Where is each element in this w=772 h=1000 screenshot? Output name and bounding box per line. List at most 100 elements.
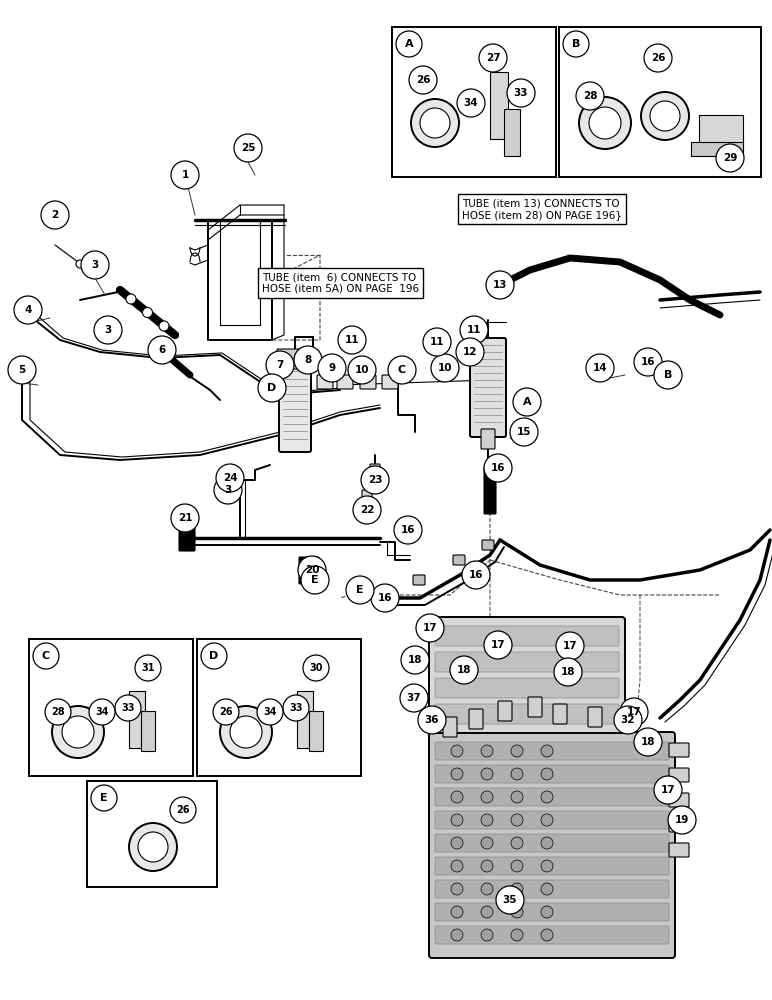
Circle shape xyxy=(388,356,416,384)
FancyBboxPatch shape xyxy=(669,743,689,757)
FancyBboxPatch shape xyxy=(29,639,193,776)
Circle shape xyxy=(148,336,176,364)
Text: 16: 16 xyxy=(641,357,655,367)
Circle shape xyxy=(431,354,459,382)
Text: 26: 26 xyxy=(651,53,665,63)
Text: 26: 26 xyxy=(416,75,430,85)
Circle shape xyxy=(451,814,463,826)
Circle shape xyxy=(479,44,507,72)
Circle shape xyxy=(451,791,463,803)
Text: A: A xyxy=(405,39,413,49)
Text: 16: 16 xyxy=(469,570,483,580)
Circle shape xyxy=(496,886,524,914)
Circle shape xyxy=(301,566,329,594)
FancyBboxPatch shape xyxy=(470,338,506,437)
Circle shape xyxy=(614,706,642,734)
Text: 18: 18 xyxy=(457,665,471,675)
Text: 24: 24 xyxy=(222,473,237,483)
Circle shape xyxy=(589,107,621,139)
Circle shape xyxy=(716,144,744,172)
Circle shape xyxy=(138,832,168,862)
Circle shape xyxy=(171,504,199,532)
Circle shape xyxy=(641,92,689,140)
Circle shape xyxy=(451,860,463,872)
Text: C: C xyxy=(42,651,50,661)
Circle shape xyxy=(115,695,141,721)
FancyBboxPatch shape xyxy=(669,843,689,857)
Circle shape xyxy=(620,698,648,726)
Circle shape xyxy=(511,860,523,872)
FancyBboxPatch shape xyxy=(382,375,398,389)
FancyBboxPatch shape xyxy=(435,626,619,646)
FancyBboxPatch shape xyxy=(669,793,689,807)
Circle shape xyxy=(216,464,244,492)
Text: 30: 30 xyxy=(310,663,323,673)
Text: D: D xyxy=(209,651,218,661)
FancyBboxPatch shape xyxy=(443,717,457,737)
Text: 31: 31 xyxy=(141,663,154,673)
Circle shape xyxy=(266,351,294,379)
Text: 9: 9 xyxy=(328,363,336,373)
Circle shape xyxy=(481,745,493,757)
Text: 16: 16 xyxy=(401,525,415,535)
Circle shape xyxy=(213,699,239,725)
FancyBboxPatch shape xyxy=(490,72,508,139)
Circle shape xyxy=(62,716,94,748)
FancyBboxPatch shape xyxy=(435,857,669,875)
Circle shape xyxy=(586,354,614,382)
Text: 14: 14 xyxy=(593,363,608,373)
Circle shape xyxy=(8,356,36,384)
Circle shape xyxy=(511,745,523,757)
Circle shape xyxy=(481,814,493,826)
Text: 34: 34 xyxy=(464,98,479,108)
FancyBboxPatch shape xyxy=(435,811,669,829)
Text: D: D xyxy=(267,383,276,393)
Circle shape xyxy=(396,31,422,57)
Text: E: E xyxy=(356,585,364,595)
Text: 3: 3 xyxy=(104,325,112,335)
Text: 17: 17 xyxy=(661,785,676,795)
FancyBboxPatch shape xyxy=(279,363,311,452)
FancyBboxPatch shape xyxy=(528,697,542,717)
Circle shape xyxy=(511,883,523,895)
Circle shape xyxy=(563,31,589,57)
Circle shape xyxy=(451,883,463,895)
Text: 4: 4 xyxy=(24,305,32,315)
Text: 6: 6 xyxy=(158,345,166,355)
Circle shape xyxy=(511,791,523,803)
FancyBboxPatch shape xyxy=(413,575,425,585)
Circle shape xyxy=(541,745,553,757)
Text: A: A xyxy=(523,397,531,407)
FancyBboxPatch shape xyxy=(435,926,669,944)
Text: E: E xyxy=(100,793,108,803)
FancyBboxPatch shape xyxy=(435,880,669,898)
Circle shape xyxy=(411,99,459,147)
Circle shape xyxy=(298,556,326,584)
FancyBboxPatch shape xyxy=(362,490,372,504)
Circle shape xyxy=(481,906,493,918)
Circle shape xyxy=(451,929,463,941)
Text: 11: 11 xyxy=(345,335,359,345)
Text: 25: 25 xyxy=(241,143,256,153)
Circle shape xyxy=(451,768,463,780)
Circle shape xyxy=(644,44,672,72)
Circle shape xyxy=(481,929,493,941)
Text: 17: 17 xyxy=(491,640,506,650)
Circle shape xyxy=(257,699,283,725)
Circle shape xyxy=(451,745,463,757)
Circle shape xyxy=(394,516,422,544)
Text: 35: 35 xyxy=(503,895,517,905)
FancyBboxPatch shape xyxy=(435,704,619,724)
Circle shape xyxy=(420,108,450,138)
FancyBboxPatch shape xyxy=(691,142,743,156)
Circle shape xyxy=(143,308,153,318)
Circle shape xyxy=(668,806,696,834)
Circle shape xyxy=(511,814,523,826)
FancyBboxPatch shape xyxy=(197,639,361,776)
Circle shape xyxy=(353,496,381,524)
Text: 15: 15 xyxy=(516,427,531,437)
Circle shape xyxy=(541,814,553,826)
Circle shape xyxy=(484,454,512,482)
FancyBboxPatch shape xyxy=(435,678,619,698)
FancyBboxPatch shape xyxy=(484,467,496,514)
